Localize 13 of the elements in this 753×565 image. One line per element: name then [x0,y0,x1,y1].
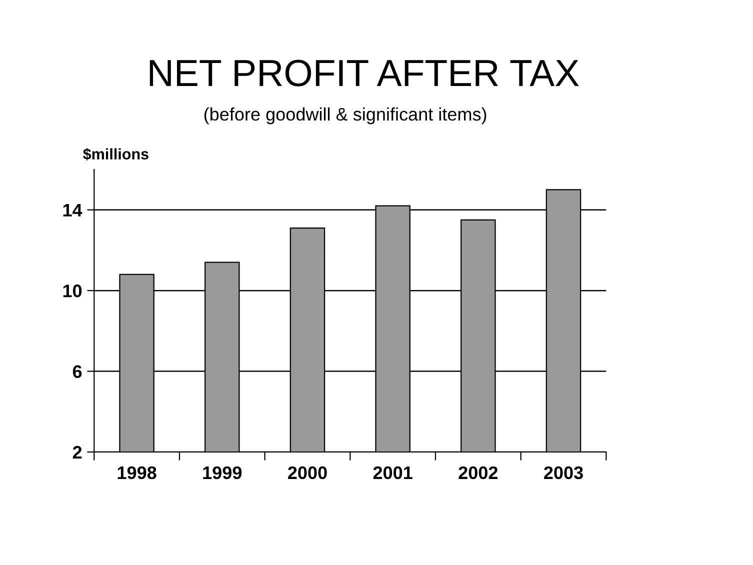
x-tick-label: 1999 [203,466,242,480]
y-tick-label: 14 [63,204,82,216]
chart-subtitle: (before goodwill & significant items) [204,107,486,124]
x-tick-label: 2002 [458,466,498,480]
x-tick-label: 2000 [288,466,327,480]
y-tick-label: 2 [72,446,82,459]
y-tick-label: 6 [72,365,82,378]
x-tick-label: 2001 [373,466,412,480]
x-tick-label: 2003 [544,466,583,480]
x-tick-label: 1998 [118,466,156,480]
y-tick-label: 10 [63,284,82,298]
y-axis-title: $millions [83,148,148,160]
chart-title: NET PROFIT AFTER TAX [150,60,579,86]
